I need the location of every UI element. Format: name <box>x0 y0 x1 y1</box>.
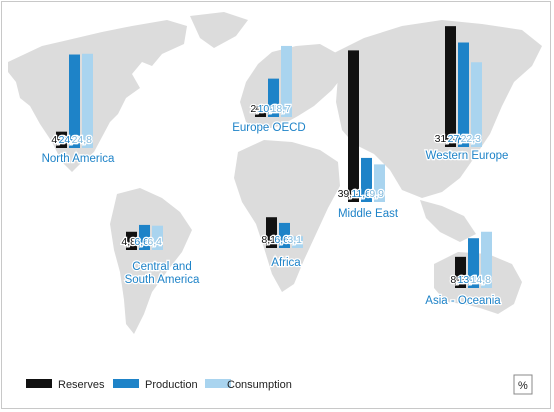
value-label-asia-oceania-consumption: 14,8 <box>471 274 492 286</box>
bar-north-america-reserves <box>56 131 67 148</box>
value-label-western-europe-consumption: 22,3 <box>461 133 482 145</box>
continent-southeast-asia <box>420 200 476 242</box>
bar-africa-reserves <box>266 217 277 248</box>
value-label-europe-oecd-reserves: 2,9 <box>250 103 265 115</box>
region-label-middle-east: Middle East <box>338 208 399 220</box>
bar-north-america-consumption <box>82 53 93 149</box>
continent-europe <box>240 44 346 130</box>
region-label-north-america: North America <box>42 153 115 165</box>
continent-north-america <box>8 20 187 172</box>
bar-africa-production <box>279 222 290 248</box>
bar-asia-oceania-consumption <box>481 231 492 288</box>
value-label-africa-reserves: 8,1 <box>261 234 276 246</box>
continent-south-america <box>110 188 192 334</box>
value-label-western-europe-production: 27,5 <box>448 133 469 145</box>
bar-western-europe-reserves <box>445 26 456 147</box>
region-label-central-and-south-america-line-1: Central and <box>132 261 191 273</box>
continent-asia <box>332 20 542 198</box>
legend-label-consumption: Consumption <box>227 379 292 391</box>
bar-north-america-production <box>69 54 80 148</box>
value-label-europe-oecd-consumption: 18,7 <box>271 103 292 115</box>
legend-label-reserves: Reserves <box>58 379 105 391</box>
region-label-asia-oceania: Asia - Oceania <box>425 295 501 307</box>
region-label-europe-oecd: Europe OECD <box>232 122 306 134</box>
value-label-north-america-production: 24,6 <box>59 134 80 146</box>
bar-europe-oecd-consumption <box>281 45 292 117</box>
region-label-africa: Africa <box>271 257 301 269</box>
value-label-western-europe-reserves: 31,8 <box>435 133 456 145</box>
value-label-asia-oceania-production: 13,1 <box>458 274 479 286</box>
region-group-europe-oecd: 2,910,118,7 Europe OECD <box>231 45 307 135</box>
continent-greenland <box>190 12 248 48</box>
legend: Reserves Production Consumption <box>26 379 292 391</box>
bar-western-europe-consumption <box>471 62 482 148</box>
world-map <box>8 12 542 334</box>
region-group-asia-oceania: 8,213,114,8 Asia - Oceania <box>424 231 503 308</box>
bar-europe-oecd-reserves <box>255 105 266 117</box>
bar-asia-oceania-reserves <box>455 256 466 288</box>
unit-box: % <box>513 374 533 395</box>
value-label-middle-east-consumption: 9,9 <box>369 188 384 200</box>
bar-western-europe-production <box>458 42 469 147</box>
unit-label: % <box>518 380 528 392</box>
value-label-north-america-reserves: 4,3 <box>51 134 66 146</box>
bar-central-and-south-america-consumption <box>152 225 163 250</box>
legend-swatch-consumption <box>205 379 231 388</box>
bar-middle-east-production <box>361 157 372 202</box>
bar-central-and-south-america-production <box>139 224 150 250</box>
value-label-central-and-south-america-reserves: 4,8 <box>121 236 136 248</box>
bar-europe-oecd-production <box>268 78 279 117</box>
unit-box-frame <box>513 374 533 395</box>
bar-middle-east-reserves <box>348 50 359 202</box>
legend-swatch-production <box>113 379 139 388</box>
value-label-africa-consumption: 3,1 <box>287 234 302 246</box>
value-label-middle-east-reserves: 39,9 <box>338 188 359 200</box>
bar-africa-consumption <box>292 236 303 248</box>
region-group-western-europe: 31,827,522,3 Western Europe <box>424 26 510 163</box>
value-label-central-and-south-america-production: 6,6 <box>134 236 149 248</box>
bar-middle-east-consumption <box>374 164 385 202</box>
value-label-north-america-consumption: 24,8 <box>72 134 93 146</box>
region-group-africa: 8,16,63,1 Africa <box>260 217 303 270</box>
value-label-asia-oceania-reserves: 8,2 <box>450 274 465 286</box>
region-label-central-and-south-america-line-2: South America <box>125 274 200 286</box>
value-label-europe-oecd-production: 10,1 <box>258 103 279 115</box>
legend-swatch-reserves <box>26 379 52 388</box>
bar-asia-oceania-production <box>468 238 479 288</box>
legend-label-production: Production <box>145 379 198 391</box>
region-group-north-america: 4,324,624,8 North America <box>40 53 116 166</box>
value-label-central-and-south-america-consumption: 6,4 <box>147 236 162 248</box>
region-label-western-europe: Western Europe <box>426 150 509 162</box>
region-group-middle-east: 39,911,69,9 Middle East <box>336 50 400 221</box>
value-label-africa-production: 6,6 <box>274 234 289 246</box>
value-label-middle-east-production: 11,6 <box>351 188 371 200</box>
bar-central-and-south-america-reserves <box>126 231 137 250</box>
continent-africa <box>234 140 340 292</box>
